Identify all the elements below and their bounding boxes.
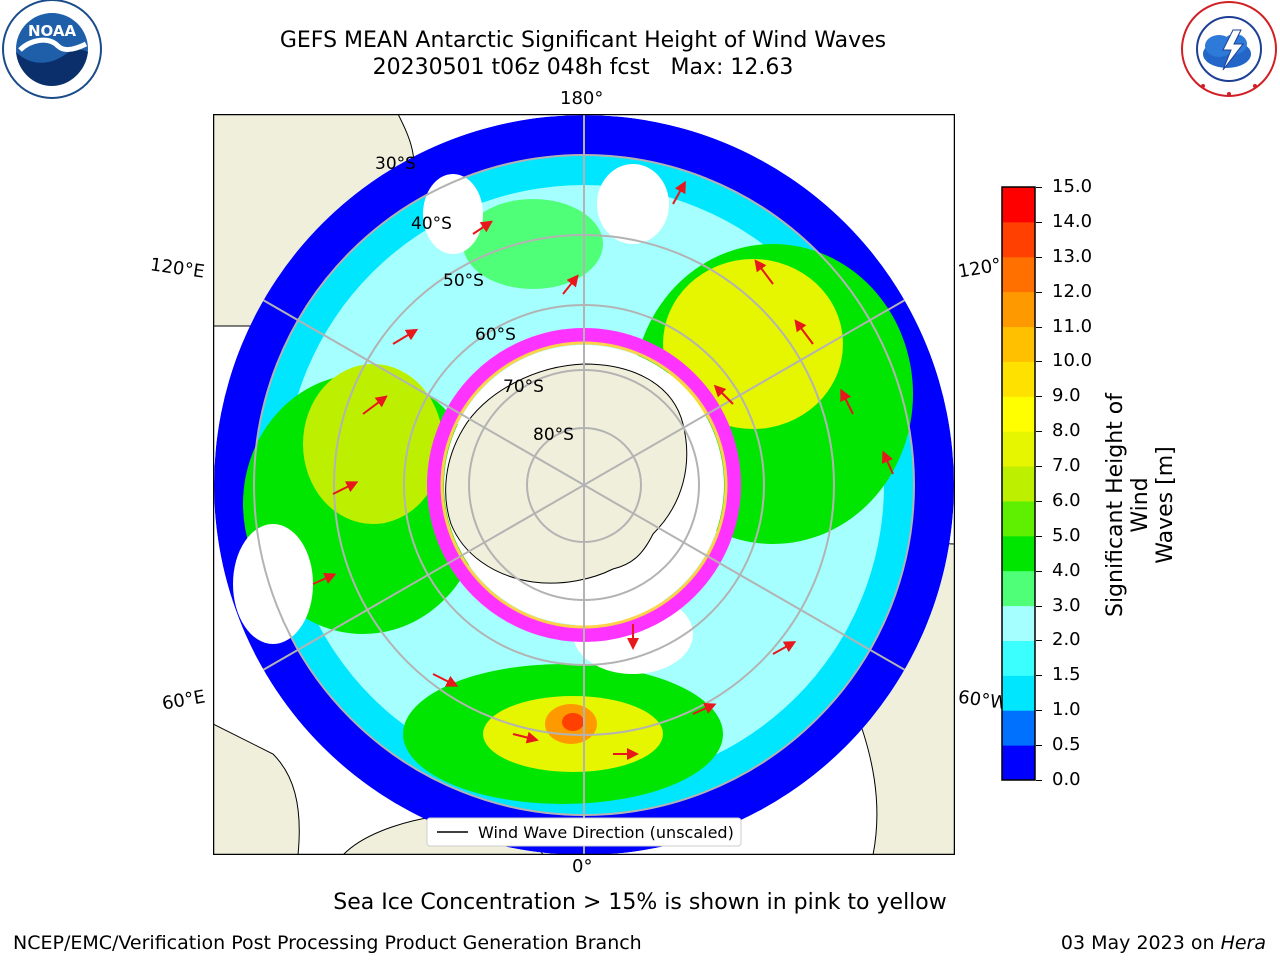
lat-label-30s: 30°S [375,154,416,174]
colorbar-tick-mark [1036,361,1042,363]
svg-text:NOAA: NOAA [28,22,77,40]
colorbar-label: Significant Height of Wind Waves [m] [1103,392,1178,618]
machine-name: Hera [1220,932,1266,954]
colorbar-segment [1002,291,1035,328]
colorbar-segment [1002,221,1035,258]
colorbar-tick-mark [1036,500,1042,502]
sea-ice-note: Sea Ice Concentration > 15% is shown in … [333,890,947,915]
colorbar-tick-mark [1036,256,1042,258]
colorbar-segment [1002,570,1035,607]
colorbar-tick-mark [1036,187,1042,188]
colorbar-segment [1002,396,1035,432]
colorbar-tick-label: 13.0 [1052,245,1093,267]
colorbar-tick-label: 0.0 [1052,769,1081,790]
lon-label-60e: 60°E [160,686,207,715]
colorbar-segment [1002,431,1035,467]
colorbar-segment [1002,187,1035,223]
colorbar-tick-label: 7.0 [1052,455,1081,477]
colorbar [1001,186,1036,781]
colorbar-segment [1002,466,1035,502]
colorbar-tick-label: 15.0 [1052,176,1093,197]
colorbar-segment [1002,640,1035,676]
lat-label-40s: 40°S [411,214,452,234]
colorbar-tick-label: 9.0 [1052,385,1081,407]
lon-label-0: 0° [572,856,593,877]
colorbar-tick-label: 11.0 [1052,315,1093,337]
colorbar-tick-mark [1036,710,1042,712]
colorbar-tick-label: 1.0 [1052,699,1081,721]
colorbar-segment [1002,326,1035,362]
colorbar-tick-mark [1036,640,1042,642]
lat-label-80s: 80°S [533,425,574,445]
colorbar-tick-label: 1.5 [1052,664,1081,686]
nws-logo-icon [1181,1,1277,97]
colorbar-tick-mark [1036,780,1042,781]
colorbar-segment [1002,500,1035,537]
lat-label-50s: 50°S [443,271,484,291]
colorbar-tick-label: 5.0 [1052,524,1081,546]
colorbar-tick-mark [1036,605,1042,607]
colorbar-tick-label: 0.5 [1052,734,1081,756]
lat-label-60s: 60°S [475,325,516,345]
colorbar-segment [1002,256,1035,293]
lat-label-70s: 70°S [503,377,544,397]
colorbar-segment [1002,745,1035,781]
lon-label-120w: 120° [956,254,1003,283]
colorbar-tick-label: 3.0 [1052,594,1081,616]
noaa-logo-icon: NOAA [2,0,102,99]
colorbar-tick-mark [1036,745,1042,747]
lon-label-120e: 120°E [148,254,206,283]
run-date: 03 May 2023 on Hera [1060,932,1266,954]
colorbar-tick-mark [1036,675,1042,677]
colorbar-tick-mark [1036,396,1042,398]
chart-title-line2: 20230501 t06z 048h fcst Max: 12.63 [372,55,794,80]
colorbar-tick-mark [1036,291,1042,293]
chart-title-line1: GEFS MEAN Antarctic Significant Height o… [279,28,887,53]
colorbar-segment [1002,605,1035,641]
colorbar-tick-mark [1036,326,1042,328]
legend-wind-wave-direction: Wind Wave Direction (unscaled) [478,823,734,842]
colorbar-tick-mark [1036,431,1042,433]
colorbar-tick-mark [1036,535,1042,537]
colorbar-tick-mark [1036,221,1042,223]
colorbar-tick-mark [1036,570,1042,572]
polar-map: 30°S 40°S 50°S 60°S 70°S 80°S Wind Wave … [213,114,955,855]
colorbar-tick-label: 8.0 [1052,420,1081,442]
colorbar-tick-label: 4.0 [1052,559,1081,581]
colorbar-segment [1002,535,1035,572]
colorbar-tick-label: 6.0 [1052,489,1081,511]
lon-label-180: 180° [560,88,604,109]
colorbar-tick-label: 10.0 [1052,350,1093,372]
credit-text: NCEP/EMC/Verification Post Processing Pr… [13,932,642,954]
colorbar-segment [1002,710,1035,746]
colorbar-tick-label: 2.0 [1052,629,1081,651]
colorbar-tick-mark [1036,466,1042,468]
colorbar-segment [1002,675,1035,711]
colorbar-segment [1002,361,1035,397]
colorbar-tick-label: 14.0 [1052,210,1093,232]
colorbar-tick-label: 12.0 [1052,280,1093,302]
